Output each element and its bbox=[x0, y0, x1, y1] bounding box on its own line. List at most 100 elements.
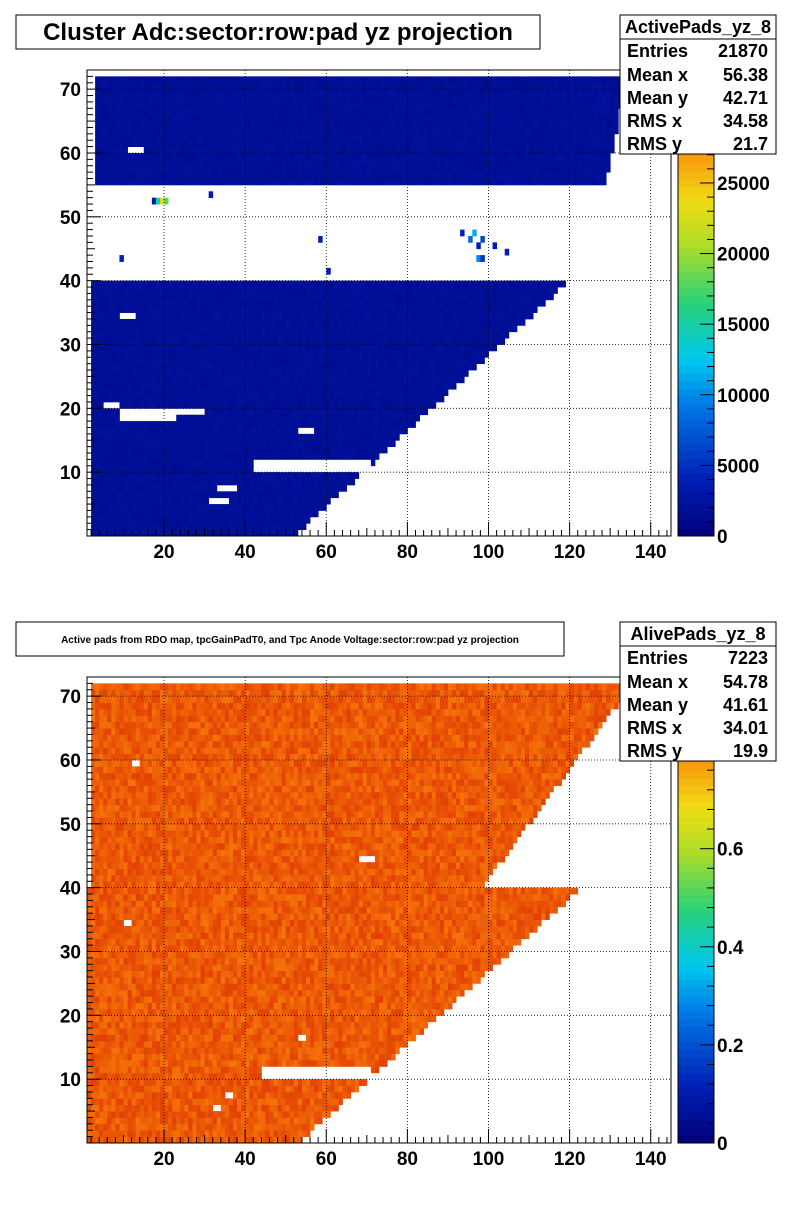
heatmap-cell bbox=[91, 395, 96, 403]
heatmap-cell bbox=[135, 95, 141, 103]
heatmap-cell bbox=[322, 159, 327, 167]
heatmap-cell bbox=[492, 114, 498, 122]
heatmap-cell bbox=[370, 440, 376, 448]
heatmap-cell bbox=[164, 453, 169, 460]
heatmap-cell bbox=[184, 382, 189, 390]
heatmap-cell bbox=[277, 114, 283, 122]
heatmap-cell bbox=[208, 121, 214, 128]
heatmap-cell bbox=[301, 484, 307, 492]
heatmap-cell bbox=[456, 172, 461, 179]
heatmap-cell bbox=[301, 121, 307, 128]
heatmap-cell bbox=[111, 376, 116, 384]
heatmap-cell bbox=[281, 101, 287, 109]
heatmap-cell bbox=[525, 133, 530, 141]
heatmap-cell bbox=[212, 472, 218, 479]
heatmap-cell bbox=[399, 114, 404, 122]
heatmap-cell bbox=[160, 459, 165, 467]
heatmap-cell bbox=[168, 165, 173, 173]
heatmap-cell bbox=[464, 121, 469, 128]
heatmap-cell bbox=[480, 318, 485, 326]
heatmap-cell bbox=[460, 376, 465, 384]
heatmap-cell bbox=[224, 523, 230, 531]
heatmap-cell bbox=[423, 344, 429, 352]
heatmap-cell bbox=[172, 114, 177, 122]
heatmap-cell bbox=[399, 89, 404, 96]
heatmap-cell bbox=[383, 325, 388, 333]
heatmap-cell bbox=[346, 427, 352, 435]
heatmap-cell bbox=[245, 312, 250, 320]
heatmap-cell bbox=[549, 152, 554, 160]
heatmap-cell bbox=[184, 465, 189, 473]
heatmap-cell bbox=[261, 344, 266, 352]
heatmap-cell bbox=[131, 516, 137, 524]
heatmap-cell bbox=[387, 152, 392, 160]
heatmap-cell bbox=[168, 497, 173, 505]
heatmap-cell bbox=[606, 82, 611, 90]
heatmap-cell bbox=[395, 178, 400, 186]
heatmap-cell bbox=[297, 446, 303, 454]
heatmap-cell bbox=[103, 484, 108, 492]
heatmap-cell bbox=[99, 350, 104, 358]
heatmap-cell bbox=[172, 459, 177, 467]
heatmap-cell bbox=[435, 318, 441, 326]
heatmap-cell bbox=[500, 172, 506, 179]
heatmap-cell bbox=[192, 497, 197, 505]
heatmap-cell bbox=[257, 389, 262, 396]
heatmap-cell bbox=[472, 363, 477, 371]
heatmap-cell bbox=[123, 376, 128, 384]
heatmap-cell bbox=[537, 159, 542, 167]
heatmap-cell bbox=[99, 504, 104, 511]
heatmap-cell bbox=[314, 338, 319, 345]
heatmap-cell bbox=[176, 440, 181, 448]
heatmap-cell bbox=[273, 95, 279, 103]
heatmap-cell bbox=[419, 140, 425, 147]
heatmap-cell bbox=[237, 497, 242, 505]
heatmap-cell bbox=[103, 478, 108, 486]
heatmap-cell bbox=[484, 338, 489, 345]
heatmap-cell bbox=[155, 299, 161, 307]
heatmap-cell bbox=[374, 389, 380, 396]
heatmap-cell bbox=[188, 114, 193, 122]
heatmap-cell bbox=[395, 82, 400, 90]
heatmap-cell bbox=[220, 165, 226, 173]
heatmap-cell bbox=[464, 370, 469, 377]
heatmap-cell bbox=[447, 363, 453, 371]
heatmap-cell bbox=[184, 453, 189, 460]
heatmap-cell bbox=[249, 172, 254, 179]
heatmap-cell bbox=[387, 331, 392, 339]
heatmap-cell bbox=[447, 133, 453, 141]
heatmap-cell bbox=[245, 421, 250, 428]
heatmap-cell bbox=[204, 95, 210, 103]
heatmap-cell bbox=[200, 395, 206, 403]
heatmap-cell bbox=[184, 370, 189, 377]
heatmap-cell bbox=[245, 101, 250, 109]
heatmap-cell bbox=[338, 133, 343, 141]
heatmap-cell bbox=[285, 165, 291, 173]
heatmap-cell bbox=[269, 395, 274, 403]
heatmap-cell bbox=[533, 152, 538, 160]
heatmap-cell bbox=[273, 312, 279, 320]
heatmap-cell bbox=[520, 178, 526, 186]
heatmap-cell bbox=[164, 389, 169, 396]
heatmap-cell bbox=[379, 95, 384, 103]
heatmap-cell bbox=[334, 121, 339, 128]
heatmap-cell bbox=[310, 318, 315, 326]
heatmap-cell bbox=[370, 325, 376, 333]
heatmap-cell bbox=[610, 108, 615, 116]
heatmap-cell bbox=[297, 389, 303, 396]
heatmap-cell bbox=[614, 114, 619, 122]
heatmap-cell bbox=[253, 472, 258, 479]
heatmap-cell bbox=[346, 344, 352, 352]
heatmap-cell bbox=[155, 152, 161, 160]
heatmap-cell bbox=[391, 76, 396, 84]
heatmap-cell bbox=[135, 89, 141, 96]
heatmap-cell bbox=[131, 497, 137, 505]
heatmap-cell bbox=[277, 510, 283, 518]
heatmap-cell bbox=[212, 376, 218, 384]
heatmap-cell bbox=[411, 338, 416, 345]
heatmap-cell bbox=[439, 114, 445, 122]
heatmap-cell bbox=[99, 401, 104, 409]
heatmap-cell bbox=[403, 357, 408, 365]
heatmap-cell bbox=[147, 76, 153, 84]
heatmap-cell bbox=[334, 89, 339, 96]
